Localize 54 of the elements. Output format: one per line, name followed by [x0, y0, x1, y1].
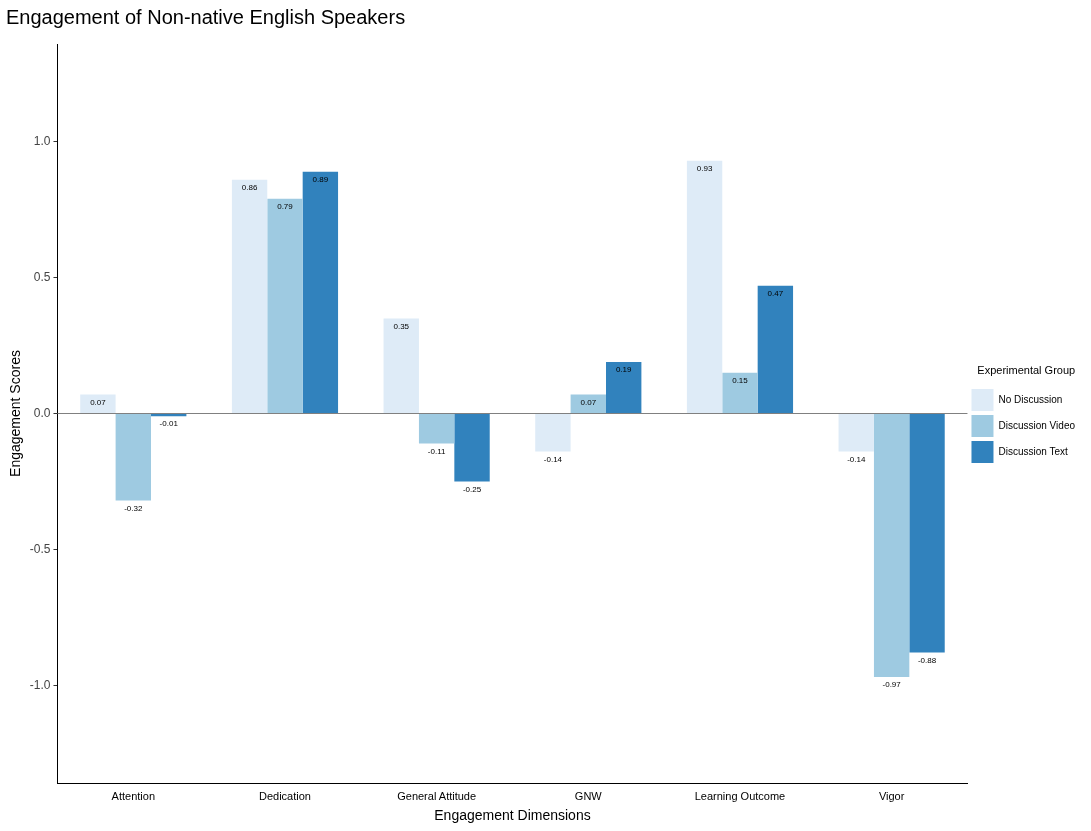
x-axis-title: Engagement Dimensions: [434, 807, 591, 824]
data-label: 0.47: [767, 289, 784, 299]
data-label: 0.86: [241, 183, 258, 193]
data-label: 0.79: [277, 202, 294, 212]
data-label: -0.25: [462, 484, 482, 494]
legend-label: No Discussion: [998, 393, 1063, 405]
y-axis-title: Engagement Scores: [7, 350, 24, 477]
x-tick-label: GNW: [574, 789, 603, 802]
bar: [267, 198, 303, 413]
y-tick-label: -0.5: [29, 541, 51, 556]
bar: [454, 414, 490, 482]
x-tick-label: General Attitude: [397, 789, 477, 802]
bar: [838, 414, 874, 452]
bar: [80, 394, 116, 413]
bar: [302, 171, 339, 413]
data-label: 0.07: [90, 397, 107, 407]
bar: [115, 414, 152, 501]
bar: [873, 414, 910, 678]
bar: [151, 414, 187, 417]
data-label: -0.97: [882, 680, 902, 690]
y-tick-label: -1.0: [29, 677, 51, 692]
bar: [383, 318, 419, 413]
bar: [231, 179, 268, 413]
data-label: 0.15: [732, 375, 749, 385]
bar: [570, 394, 607, 413]
bar: [418, 414, 455, 444]
bar: [606, 361, 642, 413]
data-label: 0.89: [312, 174, 329, 184]
data-label: -0.32: [124, 503, 143, 513]
x-tick-label: Learning Outcome: [694, 789, 786, 802]
data-label: 0.19: [615, 365, 633, 375]
y-tick-label: 0.5: [33, 269, 51, 284]
data-label: -0.14: [847, 454, 866, 464]
chart-title: Engagement of Non-native English Speakers: [6, 5, 406, 28]
data-label: 0.07: [580, 397, 597, 407]
legend-label: Discussion Text: [998, 445, 1068, 457]
y-tick-label: 0.0: [33, 405, 51, 420]
legend-label: Discussion Video: [998, 419, 1076, 431]
data-label: -0.01: [159, 419, 179, 429]
data-label: 0.93: [696, 164, 713, 174]
data-label: -0.88: [917, 655, 937, 665]
data-label: -0.11: [427, 446, 447, 456]
bar: [686, 160, 723, 413]
bar: [722, 372, 758, 413]
bar: [535, 414, 571, 452]
x-tick-label: Dedication: [258, 789, 311, 802]
x-tick-label: Vigor: [878, 789, 905, 802]
legend-title: Experimental Group: [977, 364, 1076, 377]
y-tick-label: 1.0: [33, 134, 51, 149]
data-label: -0.14: [543, 454, 563, 464]
x-tick-label: Attention: [111, 789, 156, 802]
bar: [909, 414, 945, 653]
data-label: 0.35: [393, 321, 410, 331]
bar: [757, 285, 794, 413]
